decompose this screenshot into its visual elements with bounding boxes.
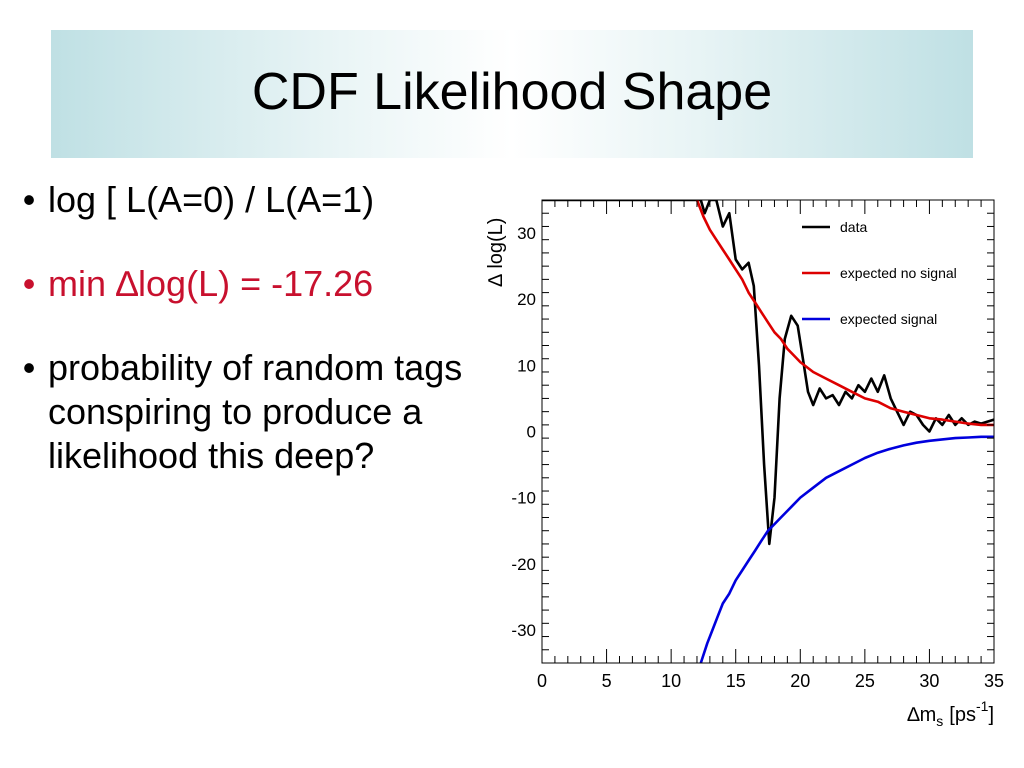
y-tick-label: -10 (511, 489, 536, 508)
bullet-text: log [ L(A=0) / L(A=1) (48, 179, 375, 220)
y-tick-label: -20 (511, 555, 536, 574)
bullet-item-log-ratio: • log [ L(A=0) / L(A=1) (14, 178, 484, 222)
series-layer (542, 200, 994, 663)
legend-label: expected signal (840, 311, 937, 327)
bullet-dot-icon: • (22, 179, 36, 220)
x-axis-label-main: ∆m (907, 704, 936, 726)
x-tick-label: 10 (661, 671, 681, 691)
chart-legend: data expected no signal expected signal (802, 219, 957, 327)
bullet-item-probability: • probability of random tags conspiring … (14, 346, 484, 478)
legend-label: data (840, 219, 867, 235)
likelihood-chart: 0 5 10 15 20 25 30 35 -30 -20 -10 0 10 20 30 data expec… (485, 199, 1004, 729)
x-tick-label: 30 (919, 671, 939, 691)
y-axis-label: ∆ log(L) (485, 218, 507, 287)
x-tick-label: 0 (537, 671, 547, 691)
slide-title-band: CDF Likelihood Shape (51, 30, 973, 158)
bullet-item-min-dlogl: • min ∆log(L) = -17.26 (14, 262, 484, 306)
axes-layer: 0 5 10 15 20 25 30 35 -30 -20 -10 0 10 20 30 (511, 199, 1004, 691)
legend-label: expected no signal (840, 265, 957, 281)
bullet-dot-icon: • (22, 347, 36, 388)
x-axis-label-sub: s (936, 713, 943, 729)
y-tick-label: 0 (527, 423, 536, 442)
y-tick-label: 30 (517, 224, 536, 243)
y-tick-label: 10 (517, 356, 536, 375)
bullet-dot-icon: • (22, 263, 36, 304)
x-tick-label: 5 (602, 671, 612, 691)
slide-title: CDF Likelihood Shape (251, 63, 773, 121)
bullet-text: probability of random tags conspiring to… (48, 347, 463, 476)
y-tick-label: -30 (511, 621, 536, 640)
series-line-data (542, 200, 994, 546)
x-axis-label: ∆ms [ps-1] (907, 698, 994, 729)
series-line-expected-signal (699, 435, 994, 663)
x-tick-label: 20 (790, 671, 810, 691)
y-tick-label: 20 (517, 290, 536, 309)
x-tick-label: 15 (726, 671, 746, 691)
x-axis-label-sup: -1 (976, 698, 989, 714)
x-axis-label-close: ] (988, 704, 994, 726)
x-tick-label: 25 (855, 671, 875, 691)
series-line-expected-no-signal (695, 200, 994, 427)
x-axis-label-unit: [ps (949, 704, 976, 726)
x-tick-label: 35 (984, 671, 1004, 691)
chart-container: 0 5 10 15 20 25 30 35 -30 -20 -10 0 10 20 30 data expec… (470, 185, 1024, 735)
plot-frame (541, 199, 995, 664)
bullet-list: • log [ L(A=0) / L(A=1) • min ∆log(L) = … (14, 178, 484, 518)
bullet-text: min ∆log(L) = -17.26 (48, 263, 374, 304)
